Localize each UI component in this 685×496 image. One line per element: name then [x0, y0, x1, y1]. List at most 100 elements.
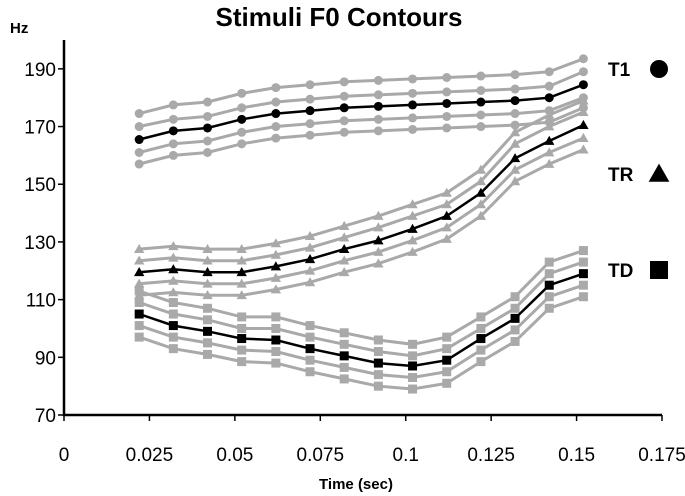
- x-tick-label: 0.075: [297, 445, 345, 466]
- data-point: [544, 109, 555, 119]
- data-point: [578, 119, 589, 129]
- data-point: [236, 267, 247, 277]
- x-axis-label: Time (sec): [319, 476, 393, 493]
- x-tick-label: 0.1: [393, 445, 419, 466]
- data-point: [168, 309, 178, 319]
- data-point: [509, 164, 521, 174]
- data-point: [304, 242, 316, 252]
- data-point: [373, 258, 384, 268]
- data-point: [544, 67, 554, 77]
- series-tr-6: [134, 106, 589, 265]
- series-layer: [134, 54, 589, 394]
- data-point: [339, 255, 350, 265]
- data-point: [305, 80, 315, 90]
- data-point: [339, 220, 350, 230]
- data-point: [476, 323, 486, 333]
- data-point: [578, 280, 588, 290]
- data-point: [339, 267, 350, 277]
- data-point: [305, 106, 315, 116]
- data-point: [203, 111, 213, 121]
- data-point: [271, 358, 281, 368]
- data-point: [168, 264, 179, 274]
- data-point: [373, 114, 383, 124]
- data-point: [442, 332, 452, 342]
- data-point: [373, 90, 383, 100]
- data-point: [442, 98, 452, 108]
- data-point: [476, 312, 486, 322]
- data-point: [476, 97, 486, 107]
- data-point: [578, 95, 589, 105]
- data-point: [441, 199, 452, 209]
- data-point: [475, 210, 487, 220]
- series-line: [138, 249, 584, 346]
- series-line: [138, 106, 584, 166]
- data-point: [373, 246, 384, 256]
- data-point: [237, 103, 247, 113]
- data-point: [134, 298, 144, 307]
- data-point: [304, 230, 316, 241]
- data-point: [578, 292, 588, 302]
- data-point: [578, 144, 589, 154]
- y-tick-label: 130: [24, 233, 56, 254]
- y-tick-label: 90: [35, 348, 56, 369]
- data-point: [373, 370, 383, 380]
- data-point: [203, 303, 213, 313]
- series-tr-8: [134, 132, 589, 288]
- series-line: [138, 70, 584, 128]
- data-point: [134, 321, 144, 331]
- data-point: [134, 109, 144, 119]
- data-point: [270, 272, 282, 282]
- data-point: [475, 164, 487, 174]
- x-tick-label: 0.125: [467, 445, 515, 466]
- data-point: [271, 312, 281, 322]
- data-point: [408, 339, 418, 349]
- y-axis-label: Hz: [10, 20, 28, 37]
- data-point: [202, 290, 213, 300]
- data-point: [305, 355, 315, 365]
- data-point: [168, 114, 178, 124]
- data-point: [544, 121, 555, 131]
- data-point: [407, 246, 418, 256]
- y-tick-label: 190: [24, 60, 56, 81]
- data-point: [544, 147, 555, 157]
- y-tick-label: 70: [35, 406, 56, 427]
- data-point: [408, 113, 418, 123]
- data-point: [544, 158, 555, 168]
- data-point: [373, 75, 383, 85]
- y-tick-label: 110: [26, 291, 56, 312]
- y-tick-label: 150: [24, 175, 56, 196]
- data-point: [305, 321, 315, 331]
- chart-title: Stimuli F0 Contours: [216, 2, 463, 32]
- data-point: [203, 315, 213, 325]
- data-point: [442, 355, 452, 365]
- data-point: [339, 362, 349, 372]
- data-point: [305, 367, 315, 377]
- data-point: [510, 303, 520, 313]
- data-point: [168, 321, 178, 331]
- data-point: [168, 241, 179, 251]
- data-point: [441, 210, 452, 220]
- data-point: [408, 384, 418, 394]
- data-point: [407, 199, 418, 209]
- data-point: [339, 91, 349, 101]
- data-point: [442, 344, 452, 354]
- series-line: [138, 260, 584, 358]
- data-point: [202, 243, 213, 254]
- data-point: [134, 255, 145, 265]
- data-point: [476, 357, 486, 367]
- data-point: [408, 361, 418, 371]
- data-point: [373, 358, 383, 368]
- data-point: [202, 255, 213, 265]
- data-point: [578, 269, 588, 279]
- data-point: [544, 269, 554, 279]
- series-line: [139, 99, 584, 251]
- data-point: [408, 100, 418, 110]
- data-point: [168, 139, 178, 149]
- data-point: [544, 81, 554, 91]
- series-line: [138, 96, 584, 154]
- data-point: [442, 378, 452, 388]
- data-point: [271, 347, 281, 357]
- data-point: [134, 159, 144, 169]
- data-point: [339, 103, 349, 113]
- data-point: [305, 119, 315, 129]
